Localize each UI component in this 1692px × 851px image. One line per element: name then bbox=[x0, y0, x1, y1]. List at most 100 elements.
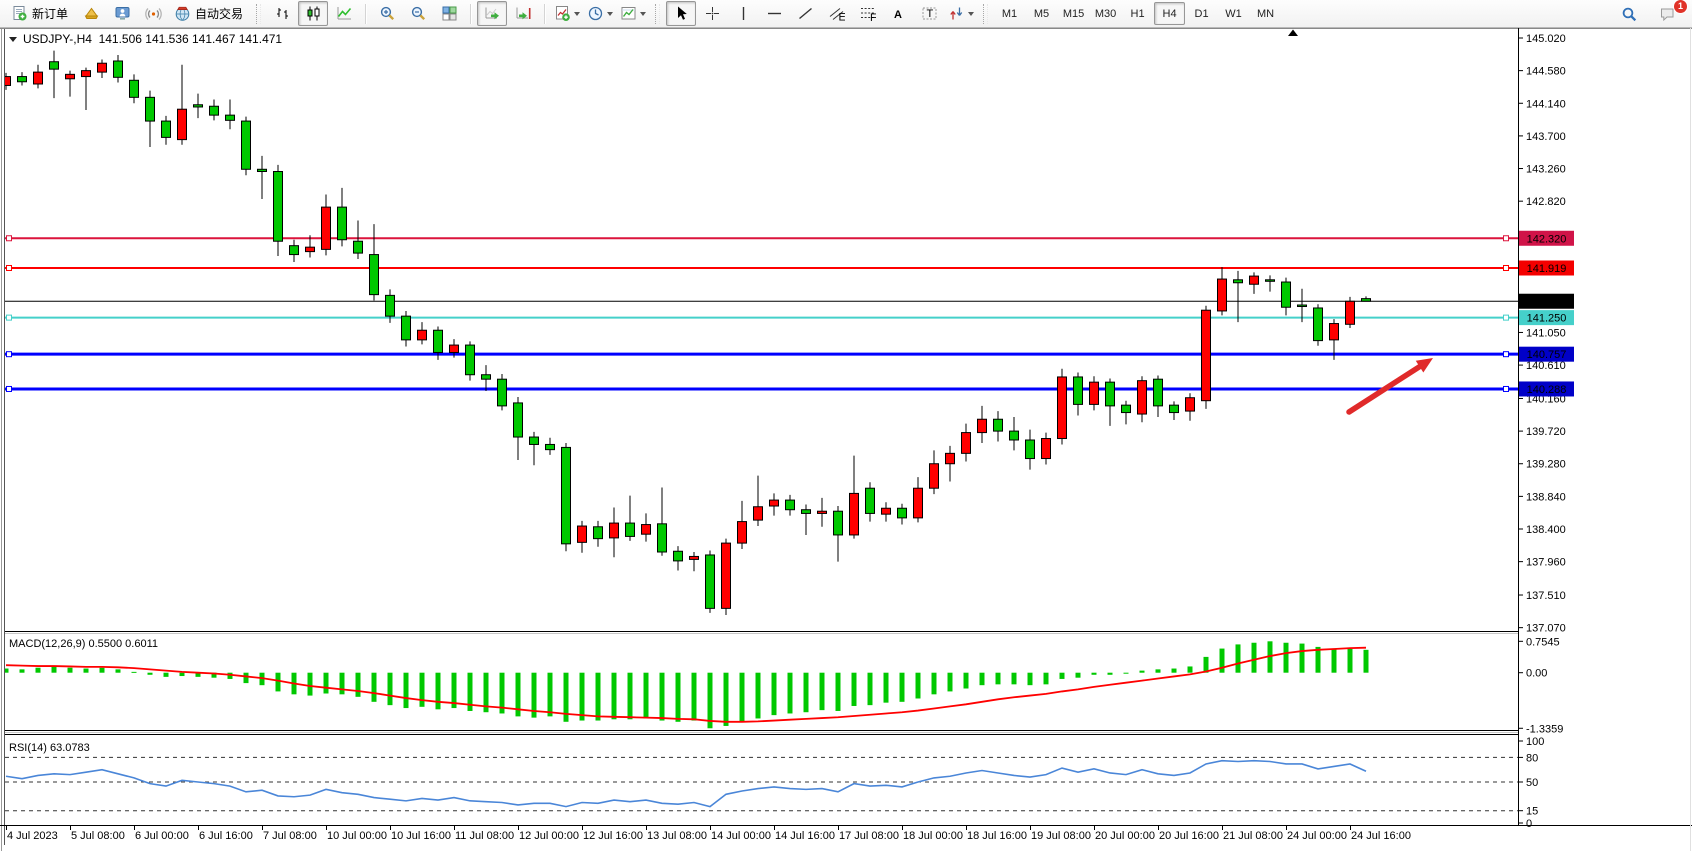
candle-body bbox=[465, 344, 475, 376]
timeframe-m5[interactable]: M5 bbox=[1026, 2, 1057, 25]
candle-body bbox=[561, 446, 571, 545]
timeframe-m30[interactable]: M30 bbox=[1090, 2, 1121, 25]
line-anchor[interactable] bbox=[1503, 385, 1509, 392]
bar-chart-icon bbox=[274, 5, 291, 22]
price-axis-label: 144.140 bbox=[1526, 98, 1566, 110]
chart-title[interactable]: USDJPY-,H4 141.506 141.536 141.467 141.4… bbox=[9, 32, 282, 46]
crosshair-button[interactable] bbox=[697, 1, 727, 26]
vertical-line-button[interactable] bbox=[728, 1, 758, 26]
macd-histogram-bar bbox=[979, 672, 985, 686]
line-chart-button[interactable] bbox=[329, 1, 359, 26]
macd-histogram-bar bbox=[867, 672, 873, 706]
rsi-axis-label: 15 bbox=[1526, 806, 1538, 818]
candle-body bbox=[337, 206, 347, 241]
text-label-button[interactable]: T bbox=[914, 1, 944, 26]
macd-histogram-bar bbox=[195, 672, 201, 677]
toolbar-group-scroll bbox=[475, 1, 540, 26]
market-button[interactable] bbox=[76, 1, 106, 26]
line-anchor[interactable] bbox=[1503, 265, 1509, 272]
candle-body bbox=[897, 507, 907, 519]
signals-button[interactable] bbox=[138, 1, 168, 26]
macd-histogram-bar bbox=[1043, 672, 1049, 685]
line-anchor[interactable] bbox=[1503, 351, 1509, 358]
candle-body bbox=[785, 499, 795, 511]
timeframe-d1[interactable]: D1 bbox=[1186, 2, 1217, 25]
price-axis-label: 141.050 bbox=[1526, 327, 1566, 339]
candle-body bbox=[321, 206, 331, 250]
timeframe-h1[interactable]: H1 bbox=[1122, 2, 1153, 25]
toolbar: 新订单 自动交易 E F A T M1 M5 M15 M30 H1 H4 D1 W1 MN 1 bbox=[0, 0, 1692, 28]
zoom-in-button[interactable] bbox=[372, 1, 402, 26]
macd-histogram-bar bbox=[115, 669, 121, 673]
zoom-out-button[interactable] bbox=[403, 1, 433, 26]
price-line-badge bbox=[1519, 381, 1574, 397]
arrows-button[interactable] bbox=[945, 1, 977, 26]
cursor-button[interactable] bbox=[666, 1, 697, 26]
price-axis-label: 137.510 bbox=[1526, 590, 1566, 602]
timeframe-mn[interactable]: MN bbox=[1250, 2, 1281, 25]
time-axis-label: 20 Jul 00:00 bbox=[1095, 830, 1155, 842]
collapse-chart-icon[interactable] bbox=[9, 36, 17, 42]
chevron-down-icon bbox=[607, 11, 614, 16]
macd-histogram-bar bbox=[611, 672, 617, 720]
new-order-button[interactable]: 新订单 bbox=[6, 1, 75, 26]
candle-body bbox=[1137, 380, 1147, 415]
macd-histogram-bar bbox=[131, 671, 137, 673]
autotrading-button[interactable]: 自动交易 bbox=[169, 1, 250, 26]
periods-button[interactable] bbox=[584, 1, 616, 26]
trend-arrow-annotation[interactable] bbox=[1346, 363, 1423, 415]
line-anchor[interactable] bbox=[6, 314, 12, 321]
candle-body bbox=[417, 329, 427, 341]
macd-histogram-bar bbox=[147, 672, 153, 675]
rsi-axis-label: 0 bbox=[1526, 818, 1532, 830]
timeframe-w1[interactable]: W1 bbox=[1218, 2, 1249, 25]
time-axis-label: 6 Jul 16:00 bbox=[199, 830, 253, 842]
svg-text:A: A bbox=[894, 9, 902, 21]
candlestick-button[interactable] bbox=[298, 1, 329, 26]
line-anchor[interactable] bbox=[6, 385, 12, 392]
chart-title-text: USDJPY-,H4 141.506 141.536 141.467 141.4… bbox=[23, 32, 283, 46]
line-anchor[interactable] bbox=[1503, 314, 1509, 321]
line-anchor[interactable] bbox=[6, 265, 12, 272]
line-anchor[interactable] bbox=[6, 351, 12, 358]
time-axis-label: 24 Jul 00:00 bbox=[1287, 830, 1347, 842]
equidistant-channel-button[interactable]: E bbox=[821, 1, 851, 26]
community-button[interactable] bbox=[107, 1, 137, 26]
time-axis-label: 17 Jul 08:00 bbox=[839, 830, 899, 842]
timeframe-m15[interactable]: M15 bbox=[1058, 2, 1089, 25]
macd-histogram-bar bbox=[1251, 642, 1257, 673]
fibonacci-button[interactable]: F bbox=[852, 1, 882, 26]
horizontal-line-button[interactable] bbox=[759, 1, 789, 26]
timeframe-m1[interactable]: M1 bbox=[994, 2, 1025, 25]
bar-chart-button[interactable] bbox=[267, 1, 297, 26]
price-axis-label: 139.720 bbox=[1526, 426, 1566, 438]
timeframe-h4[interactable]: H4 bbox=[1154, 2, 1186, 25]
text-button[interactable]: A bbox=[883, 1, 913, 26]
line-anchor[interactable] bbox=[6, 235, 12, 242]
time-axis-label: 21 Jul 08:00 bbox=[1223, 830, 1283, 842]
chart-shift-button[interactable] bbox=[508, 1, 538, 26]
macd-histogram-bar bbox=[35, 667, 41, 673]
timeframe-h4-label: H4 bbox=[1162, 7, 1177, 20]
notifications-button[interactable]: 1 bbox=[1652, 0, 1687, 27]
candle-body bbox=[1249, 275, 1259, 285]
macd-histogram-bar bbox=[1363, 649, 1369, 673]
macd-signal-line bbox=[5, 646, 1367, 723]
candle-body bbox=[353, 240, 363, 254]
macd-histogram-bar bbox=[835, 672, 841, 711]
auto-scroll-button[interactable] bbox=[477, 1, 508, 26]
macd-histogram-bar bbox=[771, 672, 777, 716]
macd-histogram-bar bbox=[691, 672, 697, 721]
tile-windows-button[interactable] bbox=[434, 1, 464, 26]
templates-button[interactable] bbox=[617, 1, 649, 26]
search-button[interactable] bbox=[1614, 2, 1644, 27]
timeframe-m1-label: M1 bbox=[1001, 7, 1018, 20]
line-anchor[interactable] bbox=[1503, 235, 1509, 242]
macd-histogram-bar bbox=[403, 672, 409, 709]
candle-body bbox=[1185, 397, 1195, 412]
trendline-button[interactable] bbox=[790, 1, 820, 26]
indicators-button[interactable] bbox=[551, 1, 583, 26]
scroll-to-end-icon[interactable] bbox=[1288, 29, 1298, 37]
candle-body bbox=[97, 62, 107, 73]
